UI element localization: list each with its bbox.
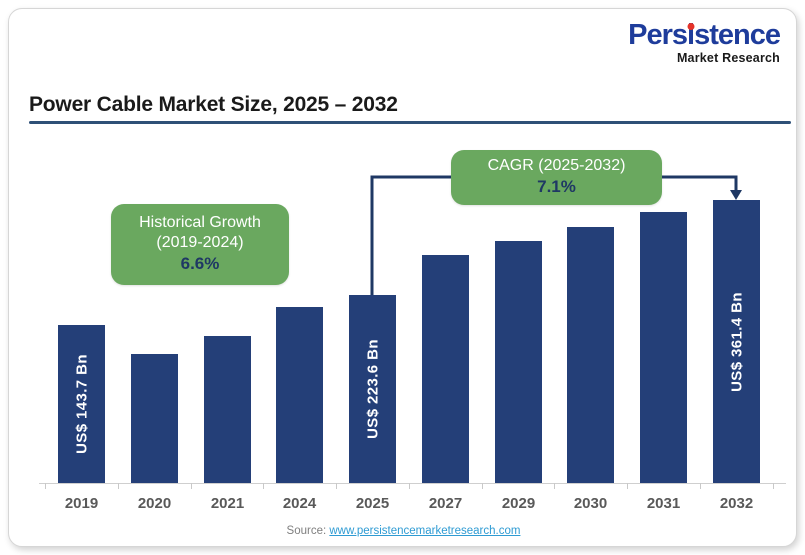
x-axis-tick (773, 483, 774, 489)
logo-brand-i-with-red-dot: i (687, 19, 695, 51)
bar-2027 (422, 255, 469, 483)
bar-2025: US$ 223.6 Bn (349, 295, 396, 483)
bar-2030 (567, 227, 614, 483)
bar-2020 (131, 354, 178, 483)
logo-brand-post: stence (694, 19, 781, 51)
bar-value-label-2025: US$ 223.6 Bn (364, 339, 381, 439)
persistence-logo: Persistence Market Research (628, 19, 781, 65)
x-axis-tick (263, 483, 264, 489)
cagr-value: 7.1% (537, 177, 576, 197)
x-axis-tick (700, 483, 701, 489)
x-axis-tick (409, 483, 410, 489)
historical-growth-value: 6.6% (180, 254, 220, 274)
logo-brand-text: Persistence (628, 19, 781, 51)
x-axis-tick (191, 483, 192, 489)
bar-2032: US$ 361.4 Bn (713, 200, 760, 483)
title-underline-rule (29, 121, 791, 124)
x-axis-label-2029: 2029 (501, 495, 536, 512)
x-axis-tick (45, 483, 46, 489)
chart-title: Power Cable Market Size, 2025 – 2032 (29, 93, 398, 116)
x-axis-tick (554, 483, 555, 489)
x-axis-line (39, 483, 786, 484)
x-axis-label-2025: 2025 (355, 495, 390, 512)
bar-2024 (276, 307, 323, 483)
x-axis-tick (118, 483, 119, 489)
x-axis-label-2024: 2024 (282, 495, 317, 512)
historical-growth-label: Historical Growth (139, 214, 261, 232)
bar-2029 (495, 241, 542, 483)
bar-2031 (640, 212, 687, 483)
logo-subtitle: Market Research (676, 51, 780, 65)
cagr-callout: CAGR (2025-2032) 7.1% (451, 150, 662, 205)
x-axis-label-2020: 2020 (137, 495, 172, 512)
x-axis-label-2031: 2031 (646, 495, 681, 512)
bar-value-label-2032: US$ 361.4 Bn (728, 291, 745, 392)
cagr-label: CAGR (2025-2032) (487, 157, 626, 175)
bar-value-label-2019: US$ 143.7 Bn (73, 354, 90, 454)
source-prefix: Source: (286, 525, 330, 537)
x-axis-tick (627, 483, 628, 489)
x-axis-tick (482, 483, 483, 489)
historical-growth-period: (2019-2024) (156, 234, 244, 252)
logo-brand-pre: Pers (628, 19, 688, 51)
x-axis-label-2032: 2032 (719, 495, 754, 512)
bar-2019: US$ 143.7 Bn (58, 325, 105, 483)
bar-2021 (204, 336, 251, 483)
x-axis-label-2021: 2021 (210, 495, 245, 512)
historical-growth-callout: Historical Growth (2019-2024) 6.6% (111, 204, 289, 285)
chart-card: Persistence Market Research Power Cable … (8, 8, 797, 547)
x-axis-tick (336, 483, 337, 489)
source-line: Source: www.persistencemarketresearch.co… (9, 525, 796, 537)
x-axis-label-2027: 2027 (428, 495, 463, 512)
source-link[interactable]: www.persistencemarketresearch.com (329, 525, 521, 537)
bar-chart: US$ 143.7 Bn 2019 2020 2021 2024 US$ 223.6 Bn… (9, 9, 796, 546)
x-axis-label-2030: 2030 (573, 495, 608, 512)
x-axis-label-2019: 2019 (64, 495, 99, 512)
